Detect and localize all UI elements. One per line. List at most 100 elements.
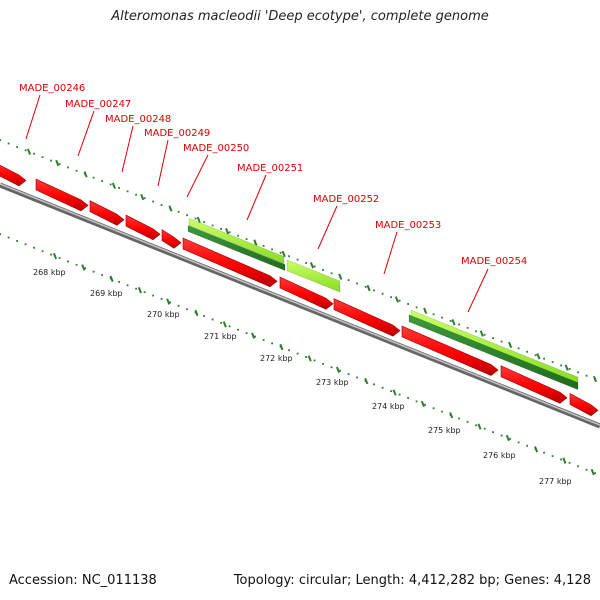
gene-label[interactable]: MADE_00248	[105, 114, 171, 125]
gene-label[interactable]: MADE_00251	[237, 163, 303, 174]
scale-labels: 268 kbp 269 kbp 270 kbp 271 kbp 272 kbp …	[33, 268, 572, 486]
ruler-tick	[309, 262, 315, 269]
gene-label[interactable]: MADE_00249	[144, 128, 210, 139]
length-label: Length:	[355, 573, 405, 588]
ruler-dot	[271, 248, 273, 251]
ruler-dot	[373, 289, 375, 292]
feature-bar-dark	[408, 314, 579, 391]
ruler-dot	[177, 304, 180, 307]
scale-label: 276 kbp	[483, 451, 516, 460]
ruler-dot	[458, 323, 460, 326]
ruler-tick	[281, 250, 286, 258]
ruler-dot	[441, 410, 443, 413]
ruler-dot	[203, 315, 205, 317]
gene-label[interactable]: MADE_00246	[19, 83, 85, 94]
ruler-dot	[160, 298, 163, 300]
scale-label: 277 kbp	[539, 477, 572, 486]
feature-bar-dark	[187, 225, 286, 271]
ruler-dot	[458, 417, 460, 420]
ruler-tick	[477, 423, 482, 430]
gene-label[interactable]: MADE_00247	[65, 99, 131, 110]
accession-value: NC_011138	[81, 573, 157, 588]
ruler-dot	[41, 250, 44, 253]
ruler-dot	[177, 210, 180, 213]
ruler-dot	[560, 364, 562, 367]
ruler-dot	[526, 350, 528, 353]
ruler-tick	[279, 343, 284, 351]
ruler-dot	[305, 356, 307, 358]
ruler-dot	[398, 299, 401, 302]
ruler-dot	[160, 204, 163, 206]
callout-line	[383, 231, 398, 275]
ruler-dot	[322, 362, 324, 365]
gene-arrow	[401, 325, 499, 376]
map-title: Alteromonas macleodii 'Deep ecotype', co…	[111, 9, 489, 24]
topology-value: circular	[298, 573, 347, 588]
ruler-tick	[479, 330, 484, 337]
ruler-dot	[0, 233, 1, 235]
ruler-dot	[492, 337, 494, 340]
ruler-tick	[451, 319, 456, 326]
ruler-dot	[211, 318, 214, 321]
ruler-dot	[254, 335, 256, 338]
gene-arrow	[333, 298, 401, 337]
ruler-dot	[568, 367, 571, 370]
ruler-dot	[509, 438, 511, 440]
topology-label: Topology:	[233, 573, 295, 588]
ruler-dot	[75, 169, 78, 172]
gene-label-callouts: MADE_00246 MADE_00247 MADE_00248 MADE_00…	[19, 83, 527, 313]
ruler-dot	[517, 441, 520, 444]
ruler-dot	[568, 461, 571, 464]
ruler-dot	[228, 231, 231, 234]
gene-arrow	[161, 229, 182, 249]
ruler-dot	[500, 434, 503, 437]
gene-label[interactable]: MADE_00254	[461, 256, 527, 267]
ruler-dot	[347, 373, 350, 375]
scale-label: 273 kbp	[316, 378, 349, 387]
ruler-tick	[81, 264, 86, 271]
ruler-tick	[222, 321, 227, 328]
ruler-dot	[500, 340, 503, 343]
ruler-dot	[330, 366, 333, 369]
ruler-tick	[83, 171, 88, 178]
scale-label: 274 kbp	[372, 402, 405, 411]
ruler-dot	[135, 287, 137, 290]
accession-info: Accession: NC_011138	[9, 573, 157, 588]
ruler-dot	[152, 200, 154, 203]
genes-value: 4,128	[553, 573, 591, 588]
ruler-dot	[534, 354, 537, 357]
gene-arrow	[569, 392, 599, 417]
ruler-dot	[92, 270, 95, 273]
ruler-dot	[551, 361, 554, 363]
ruler-tick	[564, 364, 569, 371]
ruler-dot	[560, 458, 562, 461]
gene-label[interactable]: MADE_00250	[183, 143, 249, 154]
ruler-dot	[245, 332, 248, 335]
ruler-dot	[322, 268, 324, 271]
ruler-tick	[592, 375, 598, 383]
ruler-dot	[407, 397, 409, 399]
ruler-dot	[262, 245, 265, 247]
ruler-dot	[449, 320, 452, 322]
ruler-dot	[75, 263, 78, 266]
gene-label[interactable]: MADE_00252	[313, 194, 379, 205]
gene-label[interactable]: MADE_00253	[375, 220, 441, 231]
ruler-dot	[313, 359, 316, 362]
scale-label: 270 kbp	[147, 310, 180, 319]
ruler-dot	[296, 258, 299, 261]
ruler-dot	[415, 306, 418, 309]
gene-arrow	[500, 365, 568, 404]
ruler-dot	[143, 291, 146, 294]
ruler-dot	[33, 152, 35, 155]
ruler-dot	[169, 301, 171, 304]
ruler-tick	[505, 434, 510, 442]
ruler-tick	[420, 400, 425, 408]
ruler-dot	[381, 292, 384, 295]
ruler-dot	[143, 197, 146, 200]
ruler-dot	[152, 294, 154, 297]
ruler-dot	[415, 400, 418, 403]
ruler-dot	[381, 386, 384, 389]
ruler-tick	[392, 389, 397, 396]
ruler-tick	[335, 366, 341, 373]
